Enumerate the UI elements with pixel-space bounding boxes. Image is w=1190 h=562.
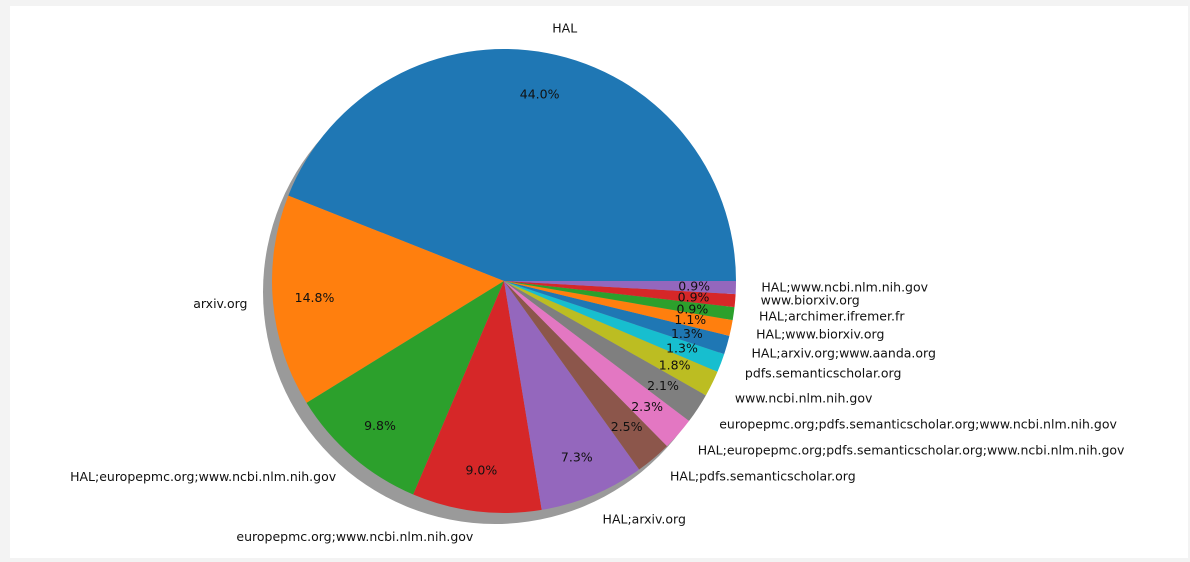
percent-label-www-ncbi-nlm-nih-gov: 1.8% [659,358,691,373]
category-label-pdfs-semanticscholar-org: pdfs.semanticscholar.org [745,366,902,381]
pie-slice-hal-www-ncbi-nlm-nih-gov [504,281,736,295]
pie-slice-hal [288,49,736,281]
percent-label-www-biorxiv-org: 0.9% [678,290,710,305]
pie-slice-www-ncbi-nlm-nih-gov [504,281,718,396]
pie-slice-arxiv-org [272,195,504,403]
category-label-hal-www-ncbi-nlm-nih-gov: HAL;www.ncbi.nlm.nih.gov [761,280,928,295]
percent-label-europepmc-org-pdfs-semanticscholar-org-www-ncbi-nlm-nih-gov: 2.1% [647,378,679,393]
pie-slice-hal-arxiv-org-www-aanda-org [504,281,730,355]
category-label-hal-europepmc-org-pdfs-semanticscholar-org-www-ncbi-nlm-nih-gov: HAL;europepmc.org;pdfs.semanticscholar.o… [698,443,1125,458]
category-labels: HAL arxiv.org HAL;europepmc.org;www.ncbi.n… [70,21,1125,545]
pie-chart: 44.0% 14.8% 9.8% 9.0% 7.3% 2.5% 2.3% 2.1% 1.8% 1.… [70,21,1125,545]
percent-label-hal-europepmc-org-www-ncbi-nlm-nih-gov: 9.8% [364,418,396,433]
category-label-hal-arxiv-org-www-aanda-org: HAL;arxiv.org;www.aanda.org [752,346,936,361]
percent-label-hal-arxiv-org: 7.3% [561,449,593,464]
percent-label-europepmc-org-www-ncbi-nlm-nih-gov: 9.0% [465,462,497,477]
category-label-hal-europepmc-org-www-ncbi-nlm-nih-gov: HAL;europepmc.org;www.ncbi.nlm.nih.gov [70,469,337,484]
percent-label-hal: 44.0% [520,87,560,102]
percent-label-arxiv-org: 14.8% [295,290,335,305]
percent-label-pdfs-semanticscholar-org: 1.3% [666,341,698,356]
chart-frame: 44.0% 14.8% 9.8% 9.0% 7.3% 2.5% 2.3% 2.1% 1.8% 1.… [10,6,1188,558]
category-label-hal-archimer-ifremer-fr: HAL;archimer.ifremer.fr [759,309,905,324]
category-label-hal-arxiv-org: HAL;arxiv.org [603,511,686,526]
pie-slice-europepmc-org-pdfs-semanticscholar-org-www-ncbi-nlm-nih-gov [504,281,706,421]
pie-slice-www-biorxiv-org [504,281,736,308]
pie-slice-hal-www-biorxiv-org [504,281,733,336]
pie-slice-pdfs-semanticscholar-org [504,281,725,372]
percent-label-hal-europepmc-org-pdfs-semanticscholar-org-www-ncbi-nlm-nih-gov: 2.3% [631,399,663,414]
percent-label-hal-www-ncbi-nlm-nih-gov: 0.9% [678,279,710,294]
category-label-europepmc-org-pdfs-semanticscholar-org-www-ncbi-nlm-nih-gov: europepmc.org;pdfs.semanticscholar.org;w… [719,417,1117,432]
pie-slice-hal-europepmc-org-pdfs-semanticscholar-org-www-ncbi-nlm-nih-gov [504,281,690,447]
pie-slice-hal-arxiv-org [504,281,640,510]
percent-label-hal-arxiv-org-www-aanda-org: 1.3% [671,326,703,341]
percent-labels: 44.0% 14.8% 9.8% 9.0% 7.3% 2.5% 2.3% 2.1% 1.8% 1.… [295,87,711,478]
category-label-www-biorxiv-org: www.biorxiv.org [761,293,860,308]
pie-slice-hal-pdfs-semanticscholar-org [504,281,668,470]
category-label-hal-pdfs-semanticscholar-org: HAL;pdfs.semanticscholar.org [670,469,856,484]
pie-slice-hal-archimer-ifremer-fr [504,281,735,321]
pie-slices [272,49,736,513]
percent-label-hal-pdfs-semanticscholar-org: 2.5% [611,419,643,434]
category-label-hal: HAL [552,21,577,36]
percent-label-hal-www-biorxiv-org: 1.1% [674,312,706,327]
pie-slice-europepmc-org-www-ncbi-nlm-nih-gov [413,281,542,513]
percent-label-hal-archimer-ifremer-fr: 0.9% [676,302,708,317]
category-label-hal-www-biorxiv-org: HAL;www.biorxiv.org [756,327,884,342]
category-label-europepmc-org-www-ncbi-nlm-nih-gov: europepmc.org;www.ncbi.nlm.nih.gov [236,529,474,544]
category-label-arxiv-org: arxiv.org [193,296,247,311]
category-label-www-ncbi-nlm-nih-gov: www.ncbi.nlm.nih.gov [735,391,873,406]
pie-slice-hal-europepmc-org-www-ncbi-nlm-nih-gov [306,281,504,495]
